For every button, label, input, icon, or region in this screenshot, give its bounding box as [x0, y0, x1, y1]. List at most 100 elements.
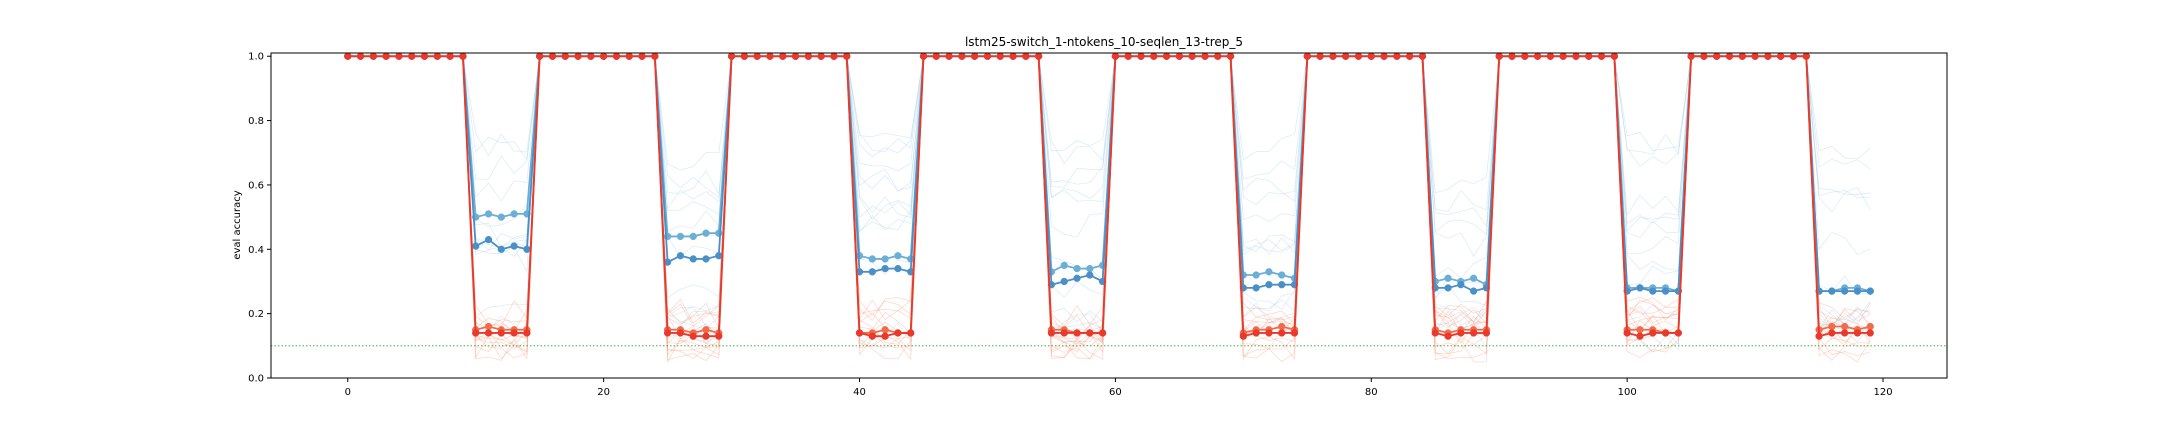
x-tick-label: 100	[1618, 387, 1637, 398]
series-point	[625, 52, 633, 60]
series-point	[1278, 329, 1286, 337]
series-point	[523, 329, 531, 337]
series-point	[1764, 52, 1772, 60]
series-point	[638, 52, 646, 60]
series-point	[983, 52, 992, 60]
series-point	[1214, 52, 1222, 60]
series-point	[881, 326, 889, 334]
series-point	[1086, 264, 1094, 273]
x-tick-label: 20	[597, 387, 610, 398]
series-point	[766, 52, 774, 60]
series-point	[881, 255, 889, 263]
series-point	[1853, 329, 1862, 337]
series-point	[408, 52, 416, 60]
series-point	[1738, 52, 1746, 60]
series-point	[1777, 52, 1785, 60]
series-point	[1047, 329, 1056, 337]
series-point	[1751, 52, 1759, 60]
series-point	[881, 332, 889, 340]
series-point	[523, 245, 531, 253]
y-tick-label: 0.6	[248, 180, 264, 191]
x-tick-label: 0	[345, 387, 351, 398]
series-point	[1533, 52, 1542, 60]
series-point	[484, 322, 493, 331]
series-point	[1265, 268, 1273, 276]
series-point	[753, 52, 761, 60]
series-point	[484, 235, 493, 244]
series-point	[919, 52, 928, 60]
series-point	[1252, 329, 1260, 337]
series-point	[1444, 274, 1452, 282]
series-point	[868, 268, 876, 276]
series-point	[1444, 332, 1452, 340]
series-point	[472, 242, 480, 250]
series-point	[791, 52, 800, 60]
series-point	[1226, 52, 1235, 60]
series-point	[676, 252, 685, 260]
series-point	[497, 245, 505, 253]
series-point	[651, 52, 659, 60]
series-point	[1111, 52, 1120, 60]
series-point	[1636, 326, 1644, 334]
series-point	[894, 329, 902, 337]
series-point	[817, 52, 825, 60]
series-point	[1073, 274, 1081, 282]
series-point	[1840, 287, 1849, 295]
series-point	[574, 52, 582, 60]
series-point	[1840, 329, 1849, 337]
series-point	[612, 52, 621, 60]
series-point	[1866, 329, 1874, 337]
series-point	[1457, 329, 1465, 337]
series-point	[1866, 322, 1874, 331]
series-point	[510, 329, 518, 337]
series-point	[1687, 52, 1695, 60]
series-point	[727, 52, 736, 60]
series-point	[1022, 52, 1030, 60]
series-point	[1162, 52, 1171, 60]
series-point	[1444, 284, 1452, 292]
series-point	[1674, 329, 1682, 337]
series-point	[1278, 322, 1286, 331]
series-point	[587, 52, 595, 60]
series-point	[1559, 52, 1567, 60]
series-point	[1585, 52, 1593, 60]
series-point	[932, 52, 940, 60]
series-point	[881, 264, 889, 273]
series-point	[446, 52, 454, 60]
series-point	[702, 229, 710, 237]
series-point	[1840, 322, 1849, 331]
series-group	[344, 52, 1874, 340]
series-point	[1060, 329, 1068, 337]
series-point	[894, 264, 902, 273]
series-point	[548, 52, 557, 60]
series-point	[1495, 52, 1503, 60]
series-point	[1265, 329, 1273, 337]
axes-frame	[270, 52, 1948, 379]
series-point	[830, 52, 838, 60]
series-point	[484, 329, 493, 337]
series-point	[715, 332, 723, 340]
series-point	[1828, 287, 1836, 295]
series-point	[1572, 52, 1580, 60]
series-point	[1278, 271, 1286, 279]
x-tick-label: 40	[853, 387, 866, 398]
series-point	[945, 52, 953, 60]
x-tick-label: 60	[1109, 387, 1122, 398]
x-ticks: 0 20 40 60 80 100 120	[345, 378, 1893, 398]
series-point	[689, 255, 697, 263]
series-point	[1610, 52, 1619, 60]
series-point	[1201, 52, 1209, 60]
series-point	[1329, 52, 1337, 60]
series-point	[689, 332, 697, 340]
y-tick-label: 0.2	[248, 309, 264, 320]
series-point	[1649, 287, 1657, 295]
series-point	[561, 52, 569, 60]
series-point	[1278, 281, 1286, 289]
series-line	[347, 55, 1871, 293]
series-point	[958, 52, 966, 60]
series-point	[1636, 332, 1644, 340]
series-point	[868, 255, 876, 263]
series-point	[779, 52, 787, 60]
series-point	[1137, 52, 1145, 60]
